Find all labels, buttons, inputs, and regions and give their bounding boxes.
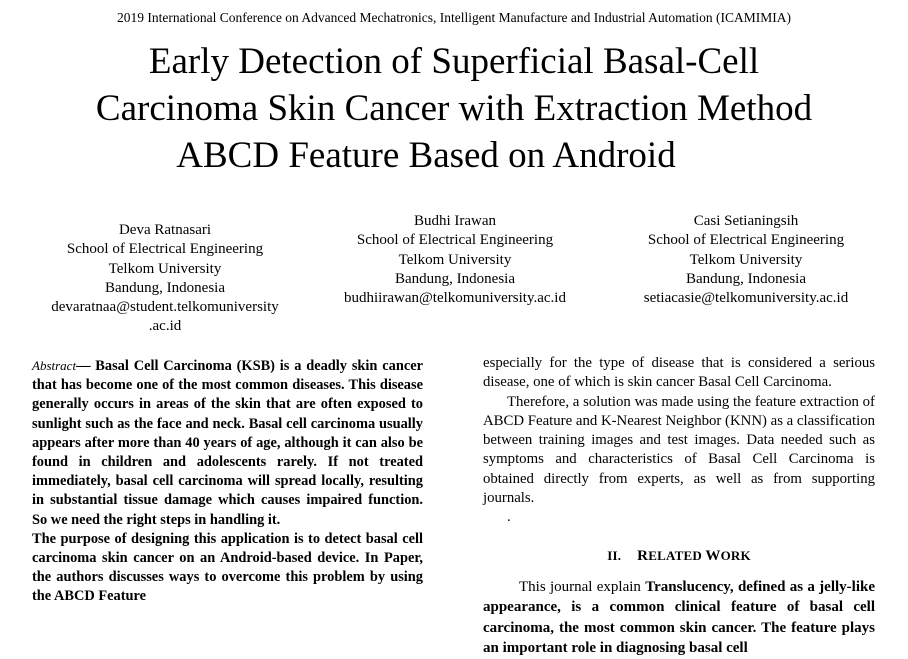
title-line-2: Carcinoma Skin Cancer with Extraction Me… [95, 88, 813, 129]
body-paragraph-2: Therefore, a solution was made using the… [483, 393, 875, 507]
section-initial-r: R [637, 548, 649, 565]
author-email: setiacasie@telkomuniversity.ac.id [643, 290, 849, 307]
section-initial-w: W [705, 548, 721, 565]
section-number: II. [607, 548, 622, 564]
author-location: Bandung, Indonesia [105, 279, 225, 296]
left-column: Abstract— Basal Cell Carcinoma (KSB) is … [32, 356, 423, 607]
related-intro: This journal explain [519, 578, 646, 595]
author-university: Telkom University [398, 251, 512, 268]
conference-header: 2019 International Conference on Advance… [116, 10, 792, 25]
author-school: School of Electrical Engineering [647, 232, 845, 249]
author-email-continued: .ac.id [148, 318, 182, 335]
author-school: School of Electrical Engineering [356, 232, 554, 249]
right-column: especially for the type of disease that … [483, 354, 875, 659]
author-name: Deva Ratnasari [118, 222, 212, 238]
abstract-dash: — [76, 358, 96, 374]
author-email: devaratnaa@student.telkomuniversity [51, 299, 279, 316]
stray-dot: . [507, 509, 511, 526]
abstract-text-1: Basal Cell Carcinoma (KSB) is a deadly s… [32, 358, 423, 528]
author-name: Budhi Irawan [413, 213, 497, 229]
author-block-2: Budhi Irawan School of Electrical Engine… [310, 212, 600, 308]
author-email: budhiirawan@telkomuniversity.ac.id [344, 290, 566, 307]
abstract-paragraph-1: Abstract— Basal Cell Carcinoma (KSB) is … [32, 356, 423, 530]
related-bold-1: Translucency, defined as a jelly-like ap… [483, 578, 875, 616]
abstract-paragraph-2: The purpose of designing this applicatio… [32, 530, 423, 607]
section-heading-related-work: II. RELATED WORK [483, 546, 875, 566]
related-work-paragraph: This journal explain Translucency, defin… [483, 577, 875, 659]
paper-title: Early Detection of Superficial Basal-Cel… [40, 38, 868, 179]
abstract-label: Abstract [32, 358, 77, 373]
title-line-3: ABCD Feature Based on Android [176, 135, 676, 176]
abstract-text-2: The purpose of designing this applicatio… [32, 530, 423, 605]
author-block-1: Deva Ratnasari School of Electrical Engi… [20, 221, 310, 337]
author-university: Telkom University [108, 260, 222, 277]
section-word-1: ELATED [648, 548, 702, 564]
section-word-2: ORK [720, 548, 751, 564]
body-paragraph-1: especially for the type of disease that … [483, 355, 875, 391]
title-line-1: Early Detection of Superficial Basal-Cel… [148, 41, 760, 82]
author-block-3: Casi Setianingsih School of Electrical E… [600, 212, 892, 308]
author-name: Casi Setianingsih [693, 213, 799, 229]
author-location: Bandung, Indonesia [686, 270, 806, 287]
author-university: Telkom University [689, 251, 803, 268]
author-location: Bandung, Indonesia [395, 270, 515, 287]
author-school: School of Electrical Engineering [66, 241, 264, 258]
